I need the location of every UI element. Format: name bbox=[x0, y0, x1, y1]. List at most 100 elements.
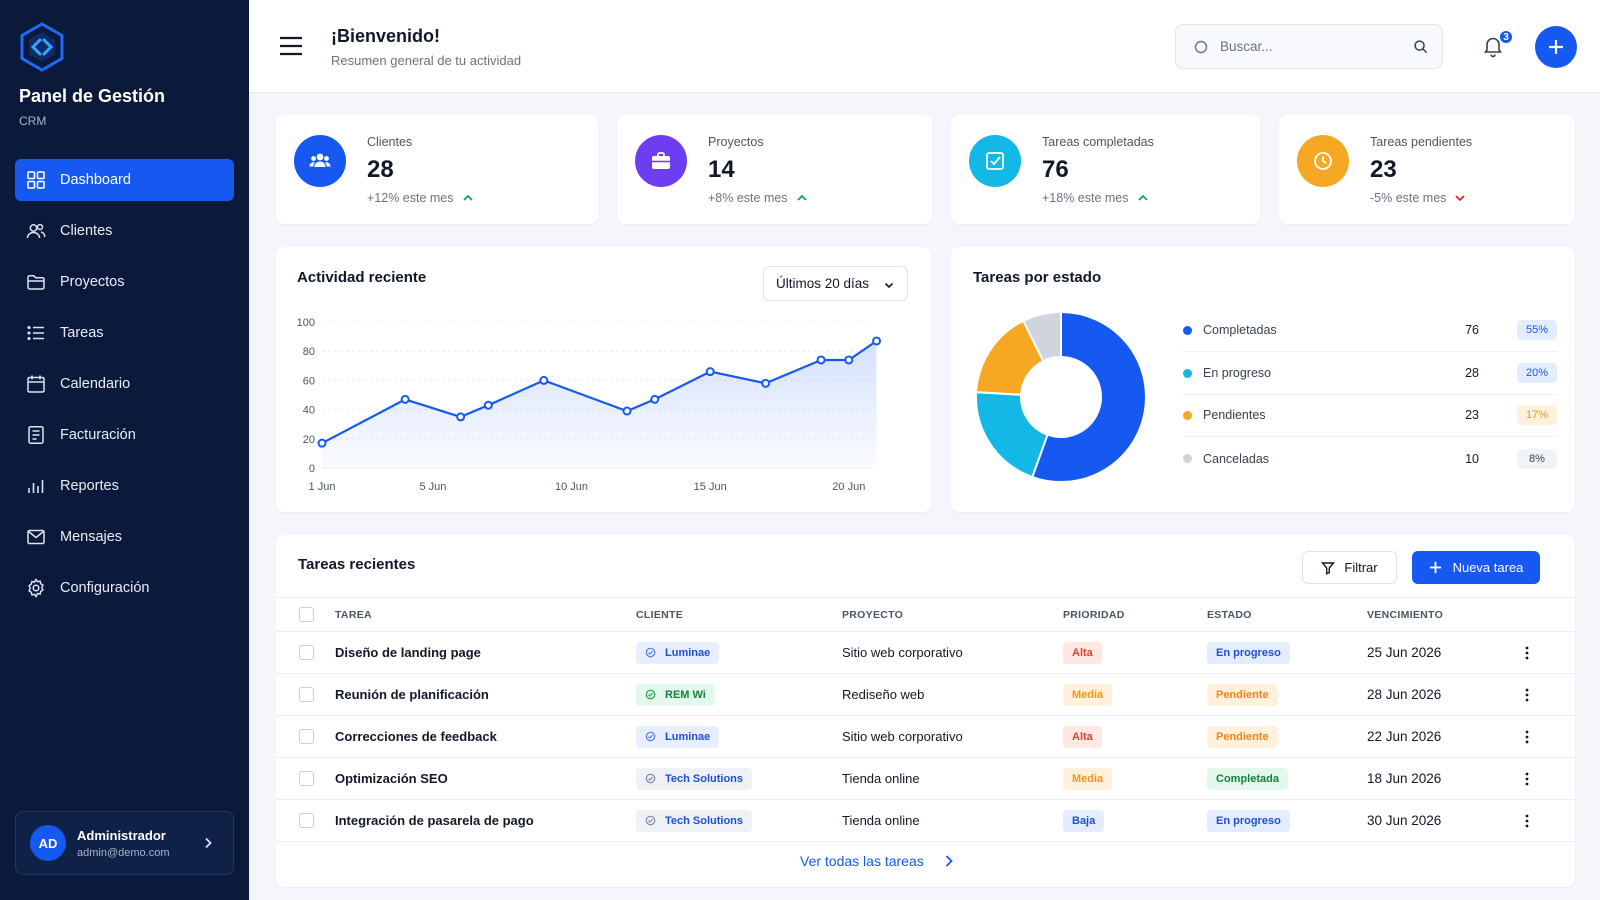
data-point[interactable] bbox=[872, 336, 882, 346]
hamburger-menu-icon[interactable] bbox=[279, 36, 303, 56]
sidebar-item-reportes[interactable]: Reportes bbox=[15, 465, 234, 507]
sidebar-item-mensajes[interactable]: Mensajes bbox=[15, 516, 234, 558]
legend-dot bbox=[1183, 325, 1192, 335]
row-checkbox[interactable] bbox=[299, 729, 314, 744]
client-tag[interactable]: Luminae bbox=[636, 641, 720, 664]
stat-label: Tareas pendientes bbox=[1370, 135, 1473, 149]
task-name[interactable]: Optimización SEO bbox=[335, 771, 448, 786]
search-input[interactable] bbox=[1220, 39, 1413, 54]
check-square-icon bbox=[986, 152, 1004, 170]
activity-line-chart: 0 20 40 60 80 100 1 Jun 5 Jun 10 Jun 15 Jun 20 Jun bbox=[297, 317, 882, 493]
tasks-panel: Tareas recientes Filtrar Nueva tarea bbox=[276, 535, 1575, 887]
data-point[interactable] bbox=[539, 375, 549, 385]
task-name[interactable]: Reunión de planificación bbox=[335, 687, 489, 702]
client-tag[interactable]: REM Wi bbox=[636, 683, 715, 706]
sidebar-item-facturacion[interactable]: Facturación bbox=[15, 414, 234, 456]
invoice-icon bbox=[28, 426, 44, 444]
stat-value: 28 bbox=[367, 156, 394, 183]
sidebar-item-tareas[interactable]: Tareas bbox=[15, 312, 234, 354]
row-checkbox[interactable] bbox=[299, 813, 314, 828]
task-name[interactable]: Integración de pasarela de pago bbox=[335, 813, 534, 828]
arrow-down-icon bbox=[1455, 195, 1466, 202]
stat-trend-text: +12% este mes bbox=[367, 191, 454, 205]
sidebar-item-clientes[interactable]: Clientes bbox=[15, 210, 234, 252]
more-options-icon[interactable] bbox=[1519, 645, 1535, 661]
data-point[interactable] bbox=[816, 355, 826, 365]
data-point[interactable] bbox=[761, 378, 771, 388]
client-tag-label: Tech Solutions bbox=[665, 814, 744, 827]
data-point[interactable] bbox=[844, 355, 854, 365]
column-header-cliente[interactable]: CLIENTE bbox=[636, 608, 684, 621]
stat-icon bbox=[635, 135, 687, 187]
sidebar-item-label: Clientes bbox=[60, 223, 113, 239]
table-row[interactable]: Optimización SEO Tech Solutions Tienda onl… bbox=[276, 758, 1575, 800]
activity-title: Actividad reciente bbox=[297, 269, 427, 286]
stat-label: Clientes bbox=[367, 135, 413, 149]
view-all-label: Ver todas las tareas bbox=[800, 853, 924, 869]
data-point[interactable] bbox=[622, 406, 632, 416]
project-name: Tienda online bbox=[842, 771, 920, 786]
select-all-checkbox[interactable] bbox=[299, 607, 314, 622]
sidebar-item-label: Tareas bbox=[60, 325, 104, 341]
column-header-proyecto[interactable]: PROYECTO bbox=[842, 608, 904, 621]
brand-subtitle: CRM bbox=[19, 114, 47, 128]
data-point[interactable] bbox=[483, 400, 493, 410]
arrow-up-icon bbox=[462, 194, 473, 201]
stat-value: 23 bbox=[1370, 156, 1397, 183]
filter-button[interactable]: Filtrar bbox=[1302, 551, 1397, 584]
client-tag[interactable]: Tech Solutions bbox=[636, 767, 753, 790]
donut-slice[interactable] bbox=[1022, 310, 1062, 363]
more-options-icon[interactable] bbox=[1519, 813, 1535, 829]
table-row[interactable]: Correcciones de feedback Luminae Sitio web… bbox=[276, 716, 1575, 758]
y-tick-label: 80 bbox=[303, 346, 315, 358]
table-row[interactable]: Integración de pasarela de pago Tech Solu… bbox=[276, 800, 1575, 842]
table-row[interactable]: Diseño de landing page Luminae Sitio web c… bbox=[276, 632, 1575, 674]
legend-item: En progreso 28 20% bbox=[1183, 352, 1557, 395]
add-button[interactable] bbox=[1535, 26, 1577, 68]
donut-slice[interactable] bbox=[975, 391, 1049, 479]
page-subtitle: Resumen general de tu actividad bbox=[331, 53, 522, 68]
legend-percent: 55% bbox=[1517, 320, 1557, 340]
client-tag[interactable]: Luminae bbox=[636, 725, 720, 748]
new-task-button[interactable]: Nueva tarea bbox=[1412, 551, 1540, 584]
sidebar-item-proyectos[interactable]: Proyectos bbox=[15, 261, 234, 303]
column-header-estado[interactable]: ESTADO bbox=[1207, 608, 1252, 621]
bell-icon[interactable] bbox=[1481, 34, 1505, 58]
sidebar-item-calendario[interactable]: Calendario bbox=[15, 363, 234, 405]
sidebar-item-dashboard[interactable]: Dashboard bbox=[15, 159, 234, 201]
row-checkbox[interactable] bbox=[299, 771, 314, 786]
more-options-icon[interactable] bbox=[1519, 771, 1535, 787]
search-icon[interactable] bbox=[1413, 39, 1428, 54]
view-all-tasks-link[interactable]: Ver todas las tareas bbox=[800, 853, 956, 869]
data-point[interactable] bbox=[317, 438, 327, 448]
client-tag-label: Tech Solutions bbox=[665, 772, 744, 785]
column-header-prioridad[interactable]: PRIORIDAD bbox=[1063, 608, 1125, 621]
column-header-vencimiento[interactable]: VENCIMIENTO bbox=[1367, 608, 1444, 621]
row-checkbox[interactable] bbox=[299, 645, 314, 660]
task-name[interactable]: Diseño de landing page bbox=[335, 645, 481, 660]
data-point[interactable] bbox=[705, 367, 715, 377]
more-options-icon[interactable] bbox=[1519, 687, 1535, 703]
data-point[interactable] bbox=[650, 394, 660, 404]
column-header-tarea[interactable]: TAREA bbox=[335, 608, 372, 621]
data-point[interactable] bbox=[456, 412, 466, 422]
legend-percent: 8% bbox=[1517, 448, 1557, 469]
row-checkbox[interactable] bbox=[299, 687, 314, 702]
client-tag[interactable]: Tech Solutions bbox=[636, 809, 753, 832]
legend-count: 28 bbox=[1465, 366, 1479, 380]
data-point[interactable] bbox=[400, 394, 410, 404]
task-name[interactable]: Correcciones de feedback bbox=[335, 729, 497, 744]
donut-slice[interactable] bbox=[1031, 310, 1147, 483]
sidebar-item-label: Proyectos bbox=[60, 274, 125, 290]
x-tick-label: 1 Jun bbox=[309, 481, 336, 493]
more-options-icon[interactable] bbox=[1519, 729, 1535, 745]
table-row[interactable]: Reunión de planificación REM Wi Rediseño w… bbox=[276, 674, 1575, 716]
range-select[interactable]: Últimos 20 días bbox=[763, 266, 908, 301]
priority-badge: Media bbox=[1063, 767, 1113, 790]
table-header: TAREA CLIENTE PROYECTO PRIORIDAD ESTADO … bbox=[276, 597, 1575, 632]
user-card[interactable]: AD Administrador admin@demo.com bbox=[15, 811, 234, 875]
client-icon bbox=[645, 773, 656, 784]
mail-icon bbox=[27, 529, 45, 545]
stat-label: Tareas completadas bbox=[1042, 135, 1154, 149]
sidebar-item-configuracion[interactable]: Configuración bbox=[15, 567, 234, 609]
